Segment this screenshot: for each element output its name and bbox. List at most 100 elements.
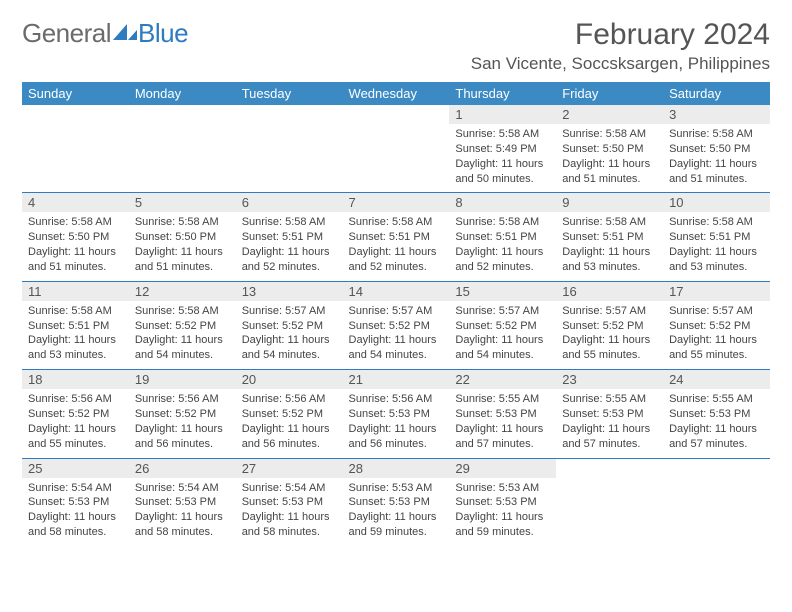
weekday-header-row: Sunday Monday Tuesday Wednesday Thursday… (22, 82, 770, 105)
calendar-cell: 11Sunrise: 5:58 AMSunset: 5:51 PMDayligh… (22, 281, 129, 369)
calendar-table: Sunday Monday Tuesday Wednesday Thursday… (22, 82, 770, 546)
day-number: 3 (663, 105, 770, 124)
weekday-header: Thursday (449, 82, 556, 105)
day-data-line: and 56 minutes. (135, 437, 230, 452)
weekday-header: Saturday (663, 82, 770, 105)
day-data-line: Sunset: 5:51 PM (669, 230, 764, 245)
calendar-cell: 25Sunrise: 5:54 AMSunset: 5:53 PMDayligh… (22, 458, 129, 546)
calendar-cell: .. (236, 105, 343, 193)
calendar-cell: .. (129, 105, 236, 193)
day-data-line: Sunrise: 5:58 AM (562, 215, 657, 230)
day-number: 13 (236, 282, 343, 301)
day-number: 10 (663, 193, 770, 212)
day-data-line: Sunset: 5:53 PM (349, 407, 444, 422)
day-data: Sunrise: 5:58 AMSunset: 5:51 PMDaylight:… (663, 212, 770, 280)
day-data-line: and 50 minutes. (455, 172, 550, 187)
day-number: 6 (236, 193, 343, 212)
day-number: 8 (449, 193, 556, 212)
day-data-line: Sunset: 5:52 PM (242, 407, 337, 422)
day-data: Sunrise: 5:57 AMSunset: 5:52 PMDaylight:… (449, 301, 556, 369)
day-data-line: and 54 minutes. (349, 348, 444, 363)
day-data-line: Sunrise: 5:58 AM (455, 127, 550, 142)
weekday-header: Friday (556, 82, 663, 105)
day-number: 25 (22, 459, 129, 478)
day-data-line: Daylight: 11 hours (562, 157, 657, 172)
day-number: 11 (22, 282, 129, 301)
day-data-line: Daylight: 11 hours (669, 422, 764, 437)
day-data-line: Sunrise: 5:53 AM (455, 481, 550, 496)
brand-logo: General Blue (22, 18, 188, 49)
day-number: 29 (449, 459, 556, 478)
day-data-line: Daylight: 11 hours (562, 245, 657, 260)
weekday-header: Wednesday (343, 82, 450, 105)
day-data-line: Sunset: 5:52 PM (135, 407, 230, 422)
day-number: 18 (22, 370, 129, 389)
day-number: 19 (129, 370, 236, 389)
day-data: Sunrise: 5:56 AMSunset: 5:52 PMDaylight:… (236, 389, 343, 457)
calendar-cell: .. (663, 458, 770, 546)
brand-triangle-icon (113, 18, 137, 49)
day-data-line: and 54 minutes. (242, 348, 337, 363)
day-data-line: and 59 minutes. (349, 525, 444, 540)
day-data: Sunrise: 5:58 AMSunset: 5:50 PMDaylight:… (663, 124, 770, 192)
day-data-line: Sunset: 5:51 PM (455, 230, 550, 245)
day-data-line: Sunrise: 5:58 AM (28, 215, 123, 230)
day-data-line: Daylight: 11 hours (562, 333, 657, 348)
day-data-line: Sunrise: 5:58 AM (669, 127, 764, 142)
day-data: Sunrise: 5:56 AMSunset: 5:53 PMDaylight:… (343, 389, 450, 457)
calendar-week-row: 11Sunrise: 5:58 AMSunset: 5:51 PMDayligh… (22, 281, 770, 369)
day-data-line: and 54 minutes. (135, 348, 230, 363)
calendar-cell: 19Sunrise: 5:56 AMSunset: 5:52 PMDayligh… (129, 370, 236, 458)
day-number: 22 (449, 370, 556, 389)
day-data-line: Daylight: 11 hours (135, 510, 230, 525)
day-data-line: Daylight: 11 hours (455, 510, 550, 525)
weekday-header: Monday (129, 82, 236, 105)
day-data-line: and 57 minutes. (455, 437, 550, 452)
brand-part1: General (22, 18, 111, 49)
calendar-cell: 24Sunrise: 5:55 AMSunset: 5:53 PMDayligh… (663, 370, 770, 458)
day-data-line: Daylight: 11 hours (455, 422, 550, 437)
day-data-line: Sunset: 5:50 PM (28, 230, 123, 245)
day-number: 9 (556, 193, 663, 212)
day-data: Sunrise: 5:58 AMSunset: 5:52 PMDaylight:… (129, 301, 236, 369)
day-data-line: Sunset: 5:53 PM (242, 495, 337, 510)
day-data-line: Sunset: 5:53 PM (28, 495, 123, 510)
day-data: Sunrise: 5:55 AMSunset: 5:53 PMDaylight:… (663, 389, 770, 457)
day-data: Sunrise: 5:55 AMSunset: 5:53 PMDaylight:… (556, 389, 663, 457)
calendar-cell: 6Sunrise: 5:58 AMSunset: 5:51 PMDaylight… (236, 193, 343, 281)
day-data-line: Sunset: 5:51 PM (242, 230, 337, 245)
day-data-line: and 52 minutes. (242, 260, 337, 275)
day-number: 2 (556, 105, 663, 124)
day-data-line: and 53 minutes. (562, 260, 657, 275)
day-number: 27 (236, 459, 343, 478)
calendar-cell: 9 Sunrise: 5:58 AMSunset: 5:51 PMDaylight… (556, 193, 663, 281)
day-data: Sunrise: 5:58 AMSunset: 5:50 PMDaylight:… (129, 212, 236, 280)
day-number: 26 (129, 459, 236, 478)
day-data-line: Sunset: 5:52 PM (349, 319, 444, 334)
day-data: Sunrise: 5:58 AMSunset: 5:51 PMDaylight:… (236, 212, 343, 280)
calendar-cell: 12Sunrise: 5:58 AMSunset: 5:52 PMDayligh… (129, 281, 236, 369)
calendar-week-row: 4Sunrise: 5:58 AMSunset: 5:50 PMDaylight… (22, 193, 770, 281)
day-data-line: Sunrise: 5:58 AM (562, 127, 657, 142)
day-data-line: Sunset: 5:51 PM (28, 319, 123, 334)
day-data-line: Sunrise: 5:58 AM (669, 215, 764, 230)
day-data-line: Sunrise: 5:55 AM (562, 392, 657, 407)
calendar-cell: 5Sunrise: 5:58 AMSunset: 5:50 PMDaylight… (129, 193, 236, 281)
day-data-line: Daylight: 11 hours (28, 245, 123, 260)
day-data-line: Sunrise: 5:53 AM (349, 481, 444, 496)
day-data-line: Sunset: 5:51 PM (562, 230, 657, 245)
day-data-line: Sunset: 5:52 PM (455, 319, 550, 334)
day-data-line: Sunset: 5:52 PM (28, 407, 123, 422)
day-number: 23 (556, 370, 663, 389)
calendar-cell: 14Sunrise: 5:57 AMSunset: 5:52 PMDayligh… (343, 281, 450, 369)
day-data-line: and 58 minutes. (242, 525, 337, 540)
day-data: Sunrise: 5:57 AMSunset: 5:52 PMDaylight:… (556, 301, 663, 369)
day-data-line: Sunset: 5:52 PM (242, 319, 337, 334)
day-data-line: Sunrise: 5:57 AM (349, 304, 444, 319)
day-data-line: Daylight: 11 hours (349, 422, 444, 437)
day-data-line: Daylight: 11 hours (562, 422, 657, 437)
calendar-cell: 18Sunrise: 5:56 AMSunset: 5:52 PMDayligh… (22, 370, 129, 458)
header: General Blue February 2024 San Vicente, … (22, 18, 770, 74)
day-data-line: Sunrise: 5:57 AM (562, 304, 657, 319)
day-number: 17 (663, 282, 770, 301)
